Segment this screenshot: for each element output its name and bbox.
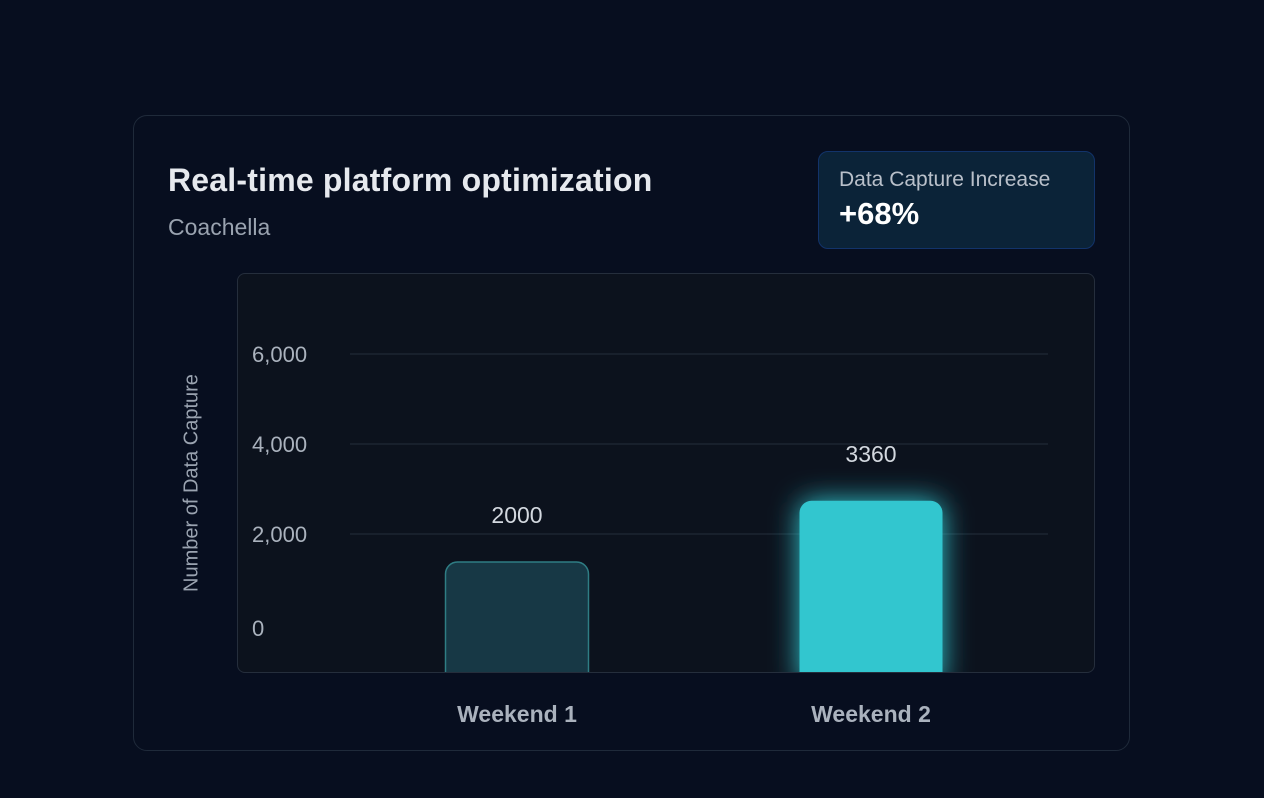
bar-weekend-1[interactable] <box>444 561 590 686</box>
bar-data-label: 2000 <box>491 502 542 528</box>
y-tick-label: 4,000 <box>252 432 307 457</box>
x-tick-label: Weekend 1 <box>457 701 577 727</box>
card-title: Real-time platform optimization <box>168 162 653 198</box>
bar-data-label: 3360 <box>845 441 896 467</box>
kpi-badge: Data Capture Increase +68% <box>818 151 1095 249</box>
bar-weekend-2[interactable] <box>799 500 943 686</box>
x-tick-label: Weekend 2 <box>811 701 931 727</box>
kpi-value: +68% <box>839 196 920 231</box>
kpi-label: Data Capture Increase <box>839 168 1051 191</box>
card-subtitle: Coachella <box>168 214 271 240</box>
plot-area <box>237 273 1095 673</box>
y-tick-label: 0 <box>252 616 264 641</box>
y-tick-label: 2,000 <box>252 522 307 547</box>
y-tick-label: 6,000 <box>252 342 307 367</box>
